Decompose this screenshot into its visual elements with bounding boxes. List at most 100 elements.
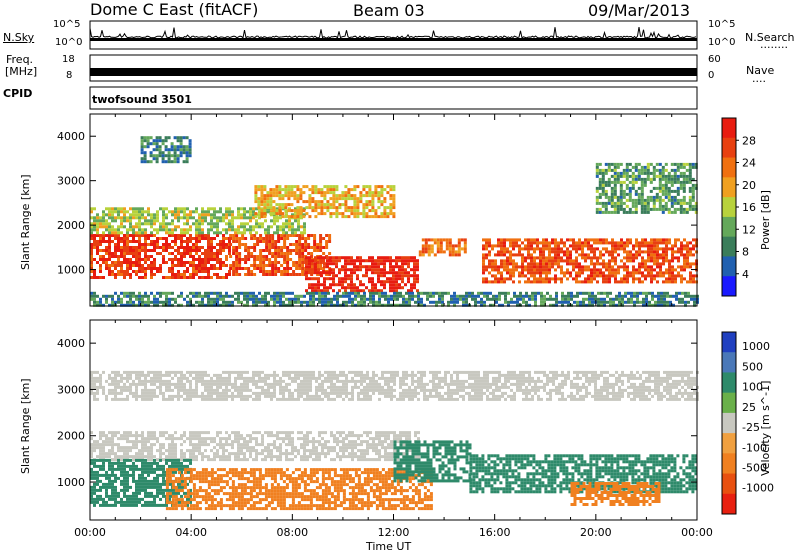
data-cell xyxy=(162,300,165,304)
data-cell xyxy=(668,238,671,242)
data-cell xyxy=(174,446,177,450)
data-cell xyxy=(413,277,416,281)
data-cell xyxy=(635,271,638,275)
data-cell xyxy=(647,244,650,248)
data-cell xyxy=(311,200,315,204)
data-cell xyxy=(512,238,515,242)
data-cell xyxy=(192,303,195,307)
data-cell xyxy=(688,180,692,184)
data-cell xyxy=(683,238,686,242)
data-cell xyxy=(557,247,560,251)
data-cell xyxy=(503,259,506,263)
data-cell xyxy=(681,300,684,304)
data-cell xyxy=(670,180,674,184)
data-cell xyxy=(258,443,261,447)
data-cell xyxy=(244,246,248,249)
data-cell xyxy=(210,222,213,226)
data-cell xyxy=(339,434,342,438)
data-cell xyxy=(174,207,177,211)
data-cell xyxy=(201,261,204,264)
data-cell xyxy=(424,244,428,248)
data-cell xyxy=(590,259,593,263)
data-cell xyxy=(491,262,494,266)
data-cell xyxy=(488,244,491,248)
data-cell xyxy=(305,265,308,269)
data-cell xyxy=(249,225,252,229)
data-cell xyxy=(192,452,195,456)
data-cell xyxy=(332,280,335,284)
data-cell xyxy=(593,262,596,266)
data-cell xyxy=(387,431,390,435)
data-cell xyxy=(225,243,228,246)
data-cell xyxy=(120,222,123,226)
data-cell xyxy=(301,258,305,261)
data-cell xyxy=(599,274,602,278)
data-cell xyxy=(664,204,668,208)
data-cell xyxy=(114,458,117,462)
data-cell xyxy=(138,249,141,252)
data-cell xyxy=(207,300,210,304)
data-cell xyxy=(295,243,299,246)
data-cell xyxy=(485,238,488,242)
data-cell xyxy=(204,291,207,295)
data-cell xyxy=(602,238,605,242)
data-cell xyxy=(363,294,366,298)
data-cell xyxy=(658,171,662,175)
nsky-baseline xyxy=(90,38,697,41)
data-cell xyxy=(638,265,641,269)
data-cell xyxy=(129,464,132,468)
data-cell xyxy=(141,431,144,435)
data-cell xyxy=(192,237,195,240)
data-cell xyxy=(296,197,300,201)
data-cell xyxy=(185,157,189,161)
data-cell xyxy=(598,183,602,187)
data-cell xyxy=(249,228,252,232)
data-cell xyxy=(244,249,248,252)
data-cell xyxy=(413,265,416,269)
data-cell xyxy=(108,267,111,270)
data-cell xyxy=(120,264,123,267)
data-cell xyxy=(174,452,177,456)
data-cell xyxy=(129,249,132,252)
data-cell xyxy=(228,434,231,438)
data-cell xyxy=(280,273,284,276)
data-cell xyxy=(260,197,264,201)
data-cell xyxy=(267,455,270,459)
data-cell xyxy=(685,207,689,211)
data-cell xyxy=(350,262,353,266)
data-cell xyxy=(668,259,671,263)
data-cell xyxy=(108,273,111,276)
data-cell xyxy=(498,303,501,307)
data-cell xyxy=(392,265,395,269)
data-cell xyxy=(332,274,335,278)
data-cell xyxy=(123,258,126,261)
data-cell xyxy=(96,470,99,474)
data-cell xyxy=(354,294,357,298)
data-cell xyxy=(132,249,135,252)
data-cell xyxy=(386,256,389,260)
data-cell xyxy=(398,274,401,278)
data-cell xyxy=(276,434,279,438)
data-cell xyxy=(222,443,225,447)
data-cell xyxy=(336,437,339,441)
data-cell xyxy=(174,276,177,279)
data-cell xyxy=(207,246,210,249)
data-cell xyxy=(165,437,168,441)
data-cell xyxy=(219,258,222,261)
data-cell xyxy=(279,446,282,450)
data-cell xyxy=(144,446,147,450)
data-cell xyxy=(141,449,144,453)
data-cell xyxy=(638,262,641,266)
data-cell xyxy=(661,210,665,214)
data-cell xyxy=(494,244,497,248)
data-cell xyxy=(141,300,144,304)
data-cell xyxy=(389,286,392,290)
data-cell xyxy=(198,446,201,450)
data-cell xyxy=(213,258,216,261)
data-cell xyxy=(108,497,111,501)
data-cell xyxy=(120,231,123,235)
data-cell xyxy=(164,136,168,140)
data-cell xyxy=(162,246,165,249)
data-cell xyxy=(213,273,216,276)
data-cell xyxy=(430,247,434,251)
